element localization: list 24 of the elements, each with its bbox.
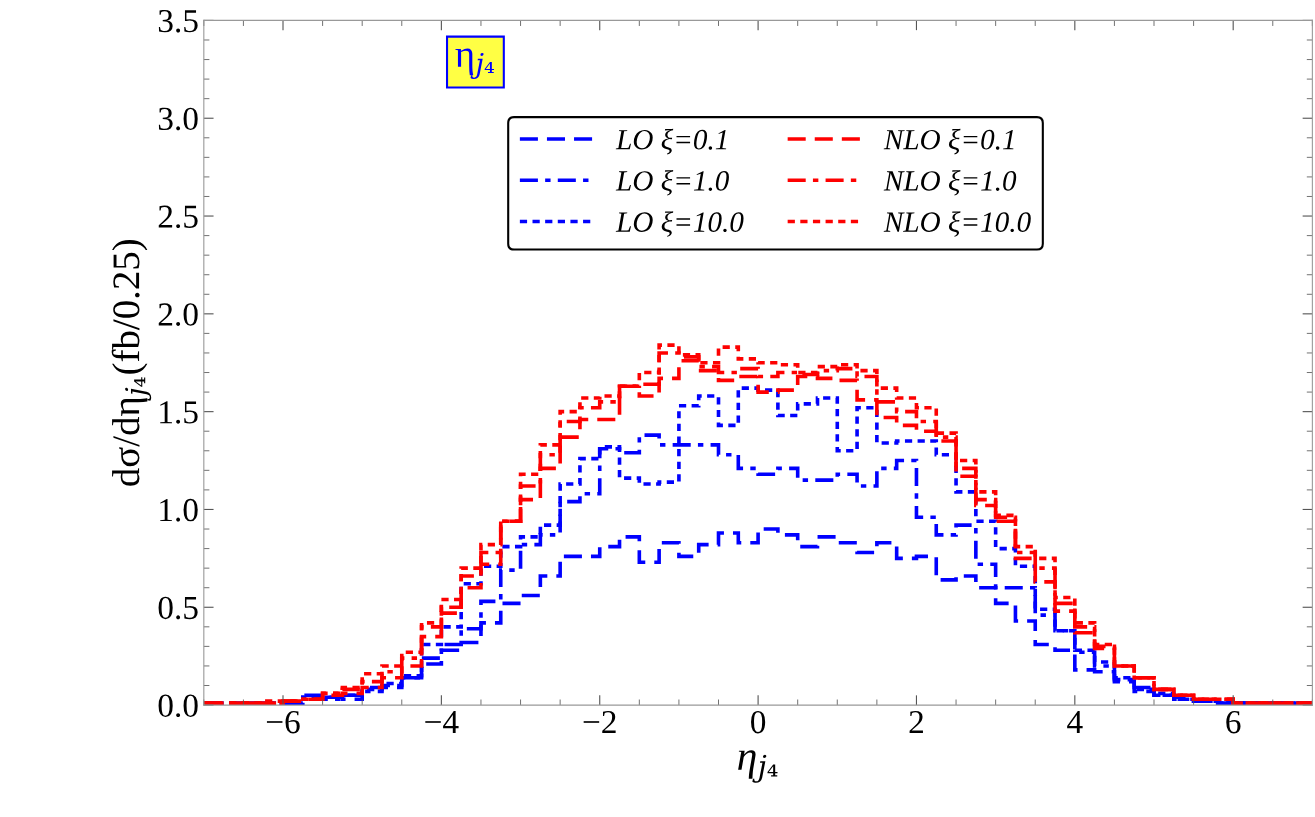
y-tick-label: 3.5 (158, 9, 198, 33)
legend-label: LO ξ=10.0 (615, 211, 744, 237)
legend-label: LO ξ=1.0 (615, 170, 729, 196)
y-tick-label: 1.5 (160, 401, 198, 424)
y-tick-label: 3.0 (158, 107, 198, 131)
y-axis-title: dσ/dη$_{j₄}$(fb/0.25) (111, 240, 152, 486)
y-tick-label: 0.0 (158, 694, 198, 718)
legend-label: NLO ξ=10.0 (883, 211, 1031, 237)
x-tick-label: −4 (425, 711, 459, 734)
x-tick-label: −6 (266, 710, 300, 734)
y-tick-label: 0.5 (158, 596, 198, 620)
x-tick-label: 2 (909, 710, 923, 734)
legend-label: LO ξ=0.1 (615, 128, 727, 155)
legend-label: NLO ξ=1.0 (883, 170, 1017, 196)
y-tick-label: 2.0 (158, 303, 198, 326)
annotation: η$_{j₄}$ (455, 48, 495, 79)
y-tick-label: 1.0 (160, 498, 198, 522)
x-tick-label: 4 (1067, 711, 1083, 734)
legend-label: NLO ξ=0.1 (883, 128, 1014, 155)
x-tick-label: 0 (751, 710, 766, 734)
y-tick-label: 2.5 (158, 205, 198, 229)
x-tick-label: −2 (583, 710, 616, 734)
x-tick-label: 6 (1226, 710, 1241, 734)
x-axis-title: η$_{j₄}$ (738, 750, 778, 783)
